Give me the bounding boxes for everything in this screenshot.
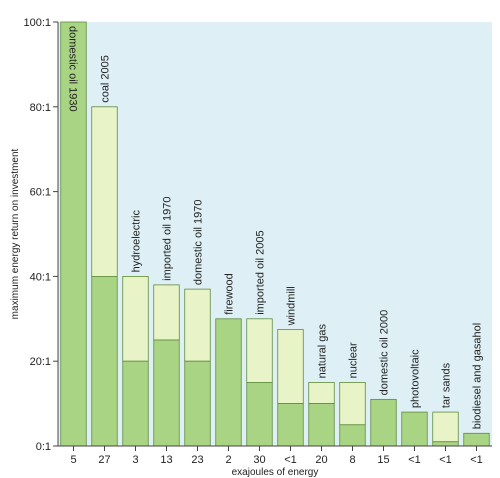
bar-category-label: photovoltaic	[410, 349, 422, 408]
x-tick-label: <1	[439, 454, 452, 466]
bar-category-label: hydroelectric	[131, 210, 143, 273]
y-tick-label: 80:1	[30, 102, 51, 114]
y-tick-label: 100:1	[23, 17, 51, 29]
bar-category-label: firewood	[224, 273, 236, 315]
bar-lower-estimate	[91, 275, 118, 447]
y-tick-label: 60:1	[30, 187, 51, 199]
bars-group	[60, 21, 490, 447]
x-tick-label: 5	[70, 454, 76, 466]
bar-upper-range	[122, 275, 149, 362]
x-tick-label: 23	[191, 454, 203, 466]
y-axis-label: maximum energy return on investment	[10, 148, 21, 319]
x-axis-label: exajoules of energy	[232, 467, 319, 478]
bar-category-label: domestic oil 1930	[67, 26, 79, 112]
bar-lower-estimate	[153, 339, 180, 447]
x-axis-ticks: 5 27 3 13 23 2 30 <1 20 8 15 <1 <1 <1	[70, 446, 483, 466]
bar-upper-range	[91, 106, 118, 277]
y-tick-label: 0:1	[36, 441, 51, 453]
bar-lower-estimate	[463, 432, 490, 447]
x-tick-label: <1	[284, 454, 297, 466]
bar-category-label: imported oil 2005	[255, 230, 267, 314]
bar-labels-group: domestic oil 1930 coal 2005 hydroelectric i…	[67, 26, 484, 429]
bar-lower-estimate	[401, 411, 428, 447]
bar-upper-range	[339, 381, 366, 426]
bar-upper-range	[153, 284, 180, 341]
bar-lower-estimate	[432, 441, 459, 447]
x-tick-label: 3	[132, 454, 138, 466]
x-tick-label: 30	[253, 454, 265, 466]
bar-category-label: biodiesel and gasahol	[472, 323, 484, 429]
x-tick-label: 13	[160, 454, 172, 466]
bar-category-label: tar sands	[441, 362, 453, 408]
x-tick-label: <1	[470, 454, 483, 466]
bar-upper-range	[432, 411, 459, 443]
x-tick-label: 2	[225, 454, 231, 466]
bar-lower-estimate	[370, 398, 397, 447]
y-axis-ticks: 0:1 20:1 40:1 60:1 80:1 100:1	[23, 17, 58, 453]
bar-lower-estimate	[215, 318, 242, 447]
bar-category-label: coal 2005	[100, 55, 112, 103]
bar-lower-estimate	[60, 21, 87, 447]
bar-upper-range	[308, 381, 335, 404]
y-tick-label: 20:1	[30, 356, 51, 368]
bar-category-label: natural gas	[317, 323, 329, 378]
bar-upper-range	[246, 318, 273, 383]
bar-lower-estimate	[339, 424, 366, 447]
bar-lower-estimate	[184, 360, 211, 447]
x-tick-label: 27	[98, 454, 110, 466]
x-tick-label: 8	[349, 454, 355, 466]
bar-lower-estimate	[277, 403, 304, 447]
bar-category-label: domestic oil 1970	[193, 200, 205, 286]
bar-lower-estimate	[308, 403, 335, 447]
x-tick-label: 15	[377, 454, 389, 466]
bar-upper-range	[184, 288, 211, 362]
bar-lower-estimate	[122, 360, 149, 447]
y-tick-label: 40:1	[30, 271, 51, 283]
x-tick-label: <1	[408, 454, 421, 466]
x-tick-label: 20	[315, 454, 327, 466]
bar-category-label: windmill	[286, 286, 298, 326]
bar-category-label: imported oil 1970	[162, 196, 174, 280]
bar-lower-estimate	[246, 381, 273, 447]
bar-category-label: domestic oil 2000	[379, 310, 391, 396]
bar-category-label: nuclear	[348, 342, 360, 378]
bar-upper-range	[277, 328, 304, 404]
